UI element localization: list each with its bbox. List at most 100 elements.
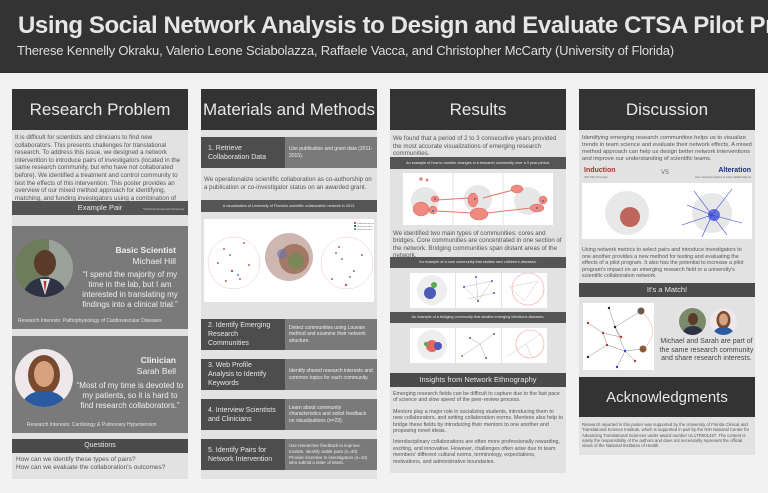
network-viz-caption: A visualization of University of Florida… [201, 200, 377, 212]
step-desc: Detect communities using Louvain method … [285, 319, 377, 350]
acknowledgments-heading: Acknowledgments [579, 377, 755, 417]
results-column: Results We found that a period of 2 to 3… [390, 89, 566, 473]
insights-text: Emerging research fields can be difficul… [390, 387, 566, 473]
metrics-text: Using network metrics to select pairs an… [579, 241, 755, 283]
match-bar: It's a Match! [579, 283, 755, 297]
insight-item: Interdisciplinary collaborations are oft… [393, 439, 560, 465]
portrait-icon [679, 308, 706, 335]
vs-label: VS [661, 170, 670, 176]
methods-column: Materials and Methods 1. Retrieve Collab… [201, 89, 377, 479]
collaboration-network-image: Publication-only author Grant-only autho… [204, 219, 374, 302]
persona-role: Basic Scientist [115, 245, 176, 255]
induction-label: Induction [584, 167, 616, 174]
insights-bar: Insights from Network Ethnography [390, 373, 566, 387]
results-intro: We found that a period of 2 to 3 consecu… [390, 130, 566, 157]
spacer [579, 374, 755, 377]
research-problem-text: It is difficult for scientists and clini… [12, 130, 188, 209]
monitor-images [390, 169, 566, 227]
example-pair-label: Example Pair [77, 203, 123, 212]
alteration-label: Alteration [718, 167, 751, 174]
acknowledgments-text: Research reported in this poster was sup… [579, 417, 755, 455]
core-community-icon [509, 273, 544, 306]
core-image-1 [409, 273, 455, 308]
alteration-sub: Use network metrics to pick collaboratio… [694, 175, 751, 179]
spacer [201, 470, 377, 479]
spacer [12, 215, 188, 226]
match-avatar-sarah [710, 308, 737, 335]
bridge-community-icon [416, 330, 447, 360]
persona-quote: “Most of my time is devoted to my patien… [76, 381, 184, 410]
example-pair-bar: Example Pair *Fictional Composite Person… [12, 201, 188, 215]
persona-interests: Research Interests: Cardiology & Pulmona… [27, 422, 157, 428]
portrait-icon [15, 239, 73, 297]
step-desc: Identify shared research interests and c… [285, 359, 377, 390]
svg-text:Publication-Grant: Publication-Grant [357, 228, 373, 231]
bridge-caption: An example of a bridging community that … [390, 312, 566, 323]
poster-title: Using Social Network Analysis to Design … [18, 12, 768, 39]
step-desc: Learn about community characteristics an… [285, 399, 377, 430]
poster-header: Using Social Network Analysis to Design … [0, 0, 768, 73]
match-graph-icon [586, 306, 653, 369]
comparison-image-wrap [579, 182, 755, 241]
questions-list: How can we identify these types of pairs… [12, 453, 188, 479]
discussion-heading: Discussion [579, 89, 755, 130]
spacer [201, 390, 377, 399]
core-image-2 [455, 273, 501, 308]
match-text: Michael and Sarah are part of the same r… [659, 338, 754, 362]
persona-role: Clinician [140, 355, 176, 365]
persona-quote: “I spend the majority of my time in the … [82, 270, 178, 309]
method-step-3: 3. Web Profile Analysis to Identify Keyw… [201, 359, 377, 390]
core-caption: An example of a core community that stud… [390, 257, 566, 268]
portrait-icon [15, 349, 73, 407]
core-community-icon [416, 275, 447, 305]
spacer [12, 433, 188, 439]
methods-heading: Materials and Methods [201, 89, 377, 130]
bridge-image-3 [501, 328, 547, 363]
avatar-michael [15, 239, 73, 297]
monitor-caption: An example of how to monitor changes in … [390, 157, 566, 169]
network-graph-icon: Publication-only author Grant-only autho… [207, 222, 374, 290]
step-title: 2. Identify Emerging Research Communitie… [201, 319, 285, 350]
network-evolution-icon [411, 173, 548, 225]
match-network-image [583, 303, 654, 370]
three-year-network-image [403, 173, 553, 225]
bridge-community-icon [507, 329, 544, 359]
svg-text:Publication-only author: Publication-only author [357, 222, 374, 225]
step-title: 3. Web Profile Analysis to Identify Keyw… [201, 359, 285, 390]
step-desc: Use researcher feedback to improve model… [285, 439, 377, 470]
match-avatar-michael [679, 308, 706, 335]
discussion-text: Identifying emerging research communitie… [579, 130, 755, 166]
step-title: 4. Interview Scientists and Clinicians [201, 399, 285, 430]
bridge-image-2 [455, 328, 501, 363]
spacer [201, 430, 377, 439]
persona-name: Michael Hill [132, 256, 176, 266]
network-comparison-icon [605, 188, 743, 238]
core-community-icon [462, 276, 495, 302]
questions-bar: Questions [12, 439, 188, 453]
research-problem-heading: Research Problem [12, 89, 188, 130]
bridge-images [390, 323, 566, 367]
persona-name: Sarah Bell [136, 366, 176, 376]
step-desc: Use publication and grant data (2011-201… [285, 137, 377, 168]
insight-item: Emerging research fields can be difficul… [393, 391, 560, 404]
poster-authors: Therese Kennelly Okraku, Valerio Leone S… [17, 43, 674, 58]
discussion-column: Discussion Identifying emerging research… [579, 89, 755, 455]
spacer [201, 350, 377, 359]
portrait-icon [710, 308, 737, 335]
community-types-text: We identified two main types of communit… [390, 227, 566, 259]
persona-interests: Research Interests: Pathophysiology of C… [18, 318, 162, 324]
method-step-4: 4. Interview Scientists and Clinicians L… [201, 399, 377, 430]
operationalize-text: We operationalize scientific collaborati… [201, 168, 377, 200]
induction-sub: CSI Pilot Program [584, 175, 609, 179]
persona-card-sarah: Clinician Sarah Bell “Most of my time is… [12, 336, 188, 433]
step-title: 5. Identify Pairs for Network Interventi… [201, 439, 285, 470]
match-section: Michael and Sarah are part of the same r… [579, 297, 755, 374]
spacer [390, 367, 566, 373]
insight-item: Mentors play a major role in socializing… [393, 408, 563, 435]
svg-text:Grant-only author: Grant-only author [357, 225, 373, 228]
bridge-community-icon [460, 333, 495, 359]
method-step-1: 1. Retrieve Collaboration Data Use publi… [201, 137, 377, 168]
fictional-note: *Fictional Composite Personas [142, 207, 184, 211]
core-images [390, 268, 566, 312]
method-step-5: 5. Identify Pairs for Network Interventi… [201, 439, 377, 470]
